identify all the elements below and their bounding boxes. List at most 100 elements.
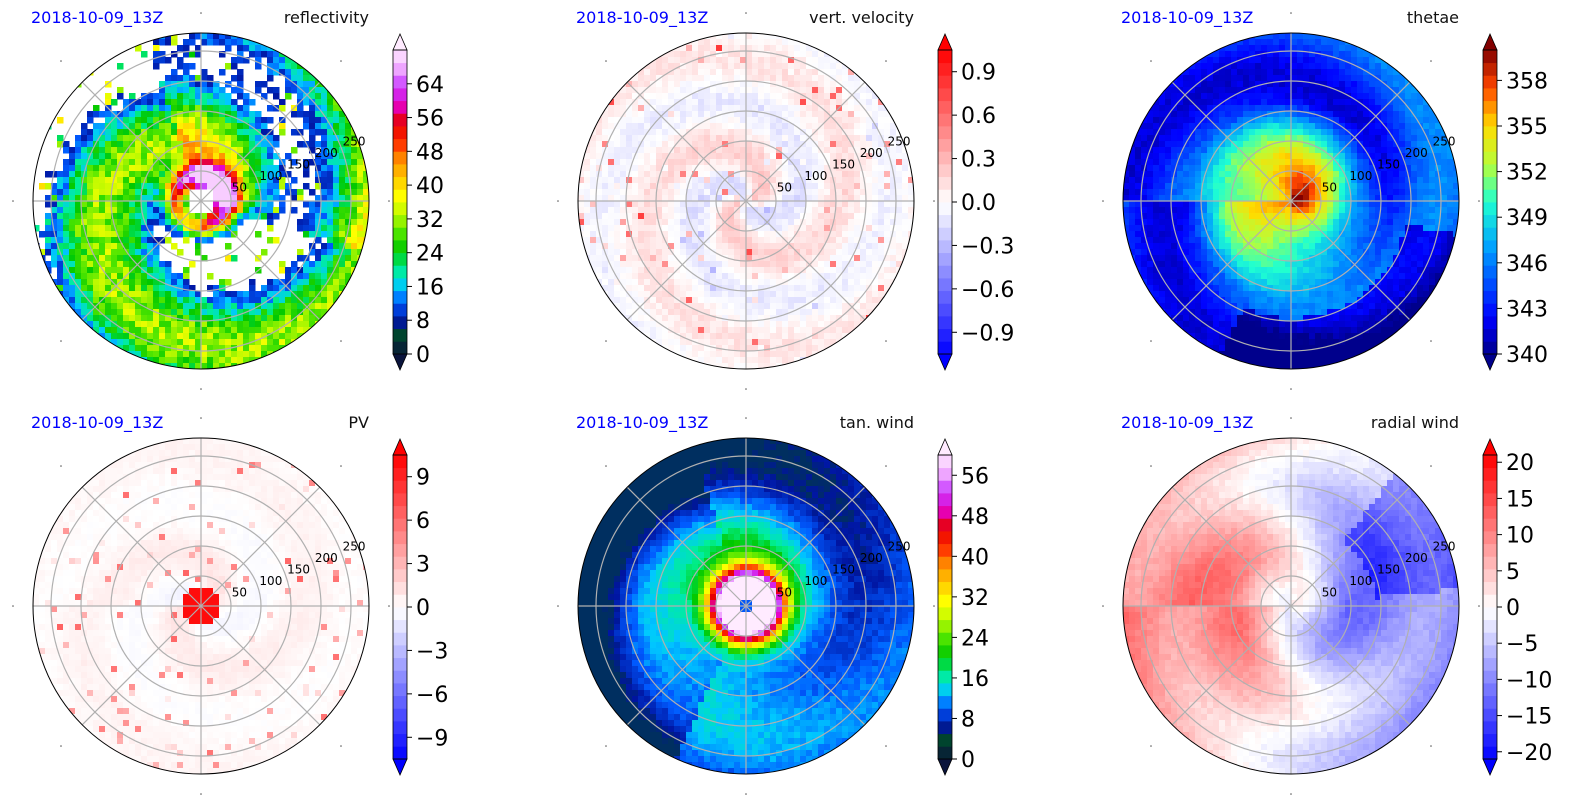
polar-boundary [1122, 32, 1460, 370]
angular-tick-mark [200, 417, 202, 419]
colorbar: −20 −15 −10 −5 0 5 10 15 20 [1482, 438, 1552, 776]
angular-tick-mark [1430, 340, 1432, 342]
colorbar-tick-label: 15 [1506, 487, 1534, 512]
variable-label: reflectivity [283, 8, 369, 27]
radial-tick-label: 150 [832, 158, 855, 172]
angular-tick-mark [60, 745, 62, 747]
colorbar-tick-label: 40 [961, 545, 989, 570]
panel-radial-wind: 50 100 150 200 250 −20 −15 −10 −5 0 5 10 15 20 2018-10… [1090, 405, 1575, 809]
colorbar-tick-label: 9 [416, 466, 430, 491]
colorbar-tick-label: −3 [416, 639, 448, 664]
angular-tick-mark [60, 340, 62, 342]
variable-label: vert. velocity [809, 8, 914, 27]
angular-tick-mark [557, 605, 559, 607]
colorbar-tick-label: 3 [416, 553, 430, 578]
radial-tick-label: 150 [832, 563, 855, 577]
polar-grid [33, 438, 369, 774]
polar-grid [1123, 33, 1459, 369]
angular-tick-mark [200, 793, 202, 795]
colorbar-tick-label: 0.3 [961, 148, 996, 173]
polar-plot: 50 100 150 200 250 0 8 16 24 32 40 48 56 [557, 417, 989, 795]
angular-tick-mark [1102, 200, 1104, 202]
angular-tick-mark [933, 605, 935, 607]
radial-tick-label: 250 [1433, 135, 1456, 149]
angular-tick-mark [605, 745, 607, 747]
polar-plot: 50 100 150 200 250 −0.9 −0.6 −0.3 0.0 0.3 0.6 0.9 [557, 12, 1014, 390]
radial-tick-label: 250 [1433, 540, 1456, 554]
angular-tick-mark [388, 605, 390, 607]
polar-plot: 50 100 150 200 250 340 343 346 349 352 355 358 [1102, 12, 1548, 390]
angular-tick-mark [745, 12, 747, 14]
radial-tick-label: 200 [860, 146, 883, 160]
colorbar-tick-label: 0 [1506, 596, 1520, 621]
angular-tick-mark [1290, 12, 1292, 14]
colorbar-tick-label: −6 [416, 683, 448, 708]
colorbar-tick-label: 32 [416, 208, 444, 233]
radial-tick-label: 200 [315, 146, 338, 160]
colorbar-tick-label: 346 [1506, 252, 1548, 277]
colorbar: 0 8 16 24 32 40 48 56 [937, 438, 989, 776]
colorbar: 0 8 16 24 32 40 48 56 64 [392, 33, 444, 371]
radial-tick-label: 50 [232, 586, 247, 600]
angular-tick-mark [340, 340, 342, 342]
angular-tick-mark [340, 465, 342, 467]
colorbar: −0.9 −0.6 −0.3 0.0 0.3 0.6 0.9 [937, 33, 1014, 371]
angular-tick-mark [12, 200, 14, 202]
angular-tick-mark [340, 745, 342, 747]
colorbar-tick-label: −9 [416, 726, 448, 751]
polar-grid [578, 438, 914, 774]
panel-vert-velocity: 50 100 150 200 250 −0.9 −0.6 −0.3 0.0 0.3 0.6 0.9 20… [545, 0, 1070, 404]
colorbar-tick-label: 0 [416, 343, 430, 368]
radial-tick-label: 250 [343, 135, 366, 149]
colorbar: 340 343 346 349 352 355 358 [1482, 33, 1548, 371]
radial-tick-label: 100 [804, 574, 827, 588]
colorbar-tick-label: 56 [961, 464, 989, 489]
variable-label: thetae [1406, 8, 1459, 27]
panel-pv: 50 100 150 200 250 −9 −6 −3 0 3 6 9 2018-10-09_13Z PV [0, 405, 525, 809]
angular-tick-mark [12, 605, 14, 607]
timestamp-label: 2018-10-09_13Z [1121, 8, 1254, 27]
radial-tick-label: 100 [804, 169, 827, 183]
radial-tick-label: 50 [1322, 181, 1337, 195]
angular-tick-mark [1430, 745, 1432, 747]
colorbar-tick-label: 24 [416, 242, 444, 267]
angular-tick-mark [885, 340, 887, 342]
polar-plot: 50 100 150 200 250 −9 −6 −3 0 3 6 9 [12, 417, 448, 795]
angular-tick-mark [745, 793, 747, 795]
timestamp-label: 2018-10-09_13Z [31, 413, 164, 432]
radial-tick-label: 250 [888, 135, 911, 149]
angular-tick-mark [1150, 745, 1152, 747]
radial-tick-label: 100 [1349, 169, 1372, 183]
radial-tick-label: 150 [287, 158, 310, 172]
colorbar-tick-label: 16 [961, 667, 989, 692]
radial-tick-label: 150 [1377, 158, 1400, 172]
colorbar-tick-label: −20 [1506, 741, 1552, 766]
radial-tick-label: 200 [1405, 146, 1428, 160]
polar-boundary [1122, 437, 1460, 775]
radial-tick-label: 100 [259, 574, 282, 588]
colorbar-tick-label: 56 [416, 107, 444, 132]
colorbar-tick-label: 355 [1506, 115, 1548, 140]
colorbar-tick-label: 0.9 [961, 61, 996, 86]
polar-plot: 50 100 150 200 250 −20 −15 −10 −5 0 5 10 15 20 [1102, 417, 1552, 795]
angular-tick-mark [605, 60, 607, 62]
angular-tick-mark [745, 388, 747, 390]
angular-tick-mark [1478, 200, 1480, 202]
colorbar-tick-label: −15 [1506, 705, 1552, 730]
colorbar-tick-label: 24 [961, 626, 989, 651]
colorbar-tick-label: 20 [1506, 451, 1534, 476]
colorbar-tick-label: 0 [961, 748, 975, 773]
colorbar-tick-label: 6 [416, 509, 430, 534]
polar-grid [1123, 438, 1459, 774]
polar-grid [578, 33, 914, 369]
colorbar-tick-label: −5 [1506, 632, 1538, 657]
angular-tick-mark [745, 417, 747, 419]
colorbar-tick-label: 40 [416, 174, 444, 199]
radial-tick-label: 100 [259, 169, 282, 183]
radial-tick-label: 250 [888, 540, 911, 554]
colorbar-tick-label: 16 [416, 275, 444, 300]
angular-tick-mark [1150, 340, 1152, 342]
polar-boundary [577, 32, 915, 370]
colorbar-tick-label: 10 [1506, 524, 1534, 549]
polar-grid [33, 33, 369, 369]
